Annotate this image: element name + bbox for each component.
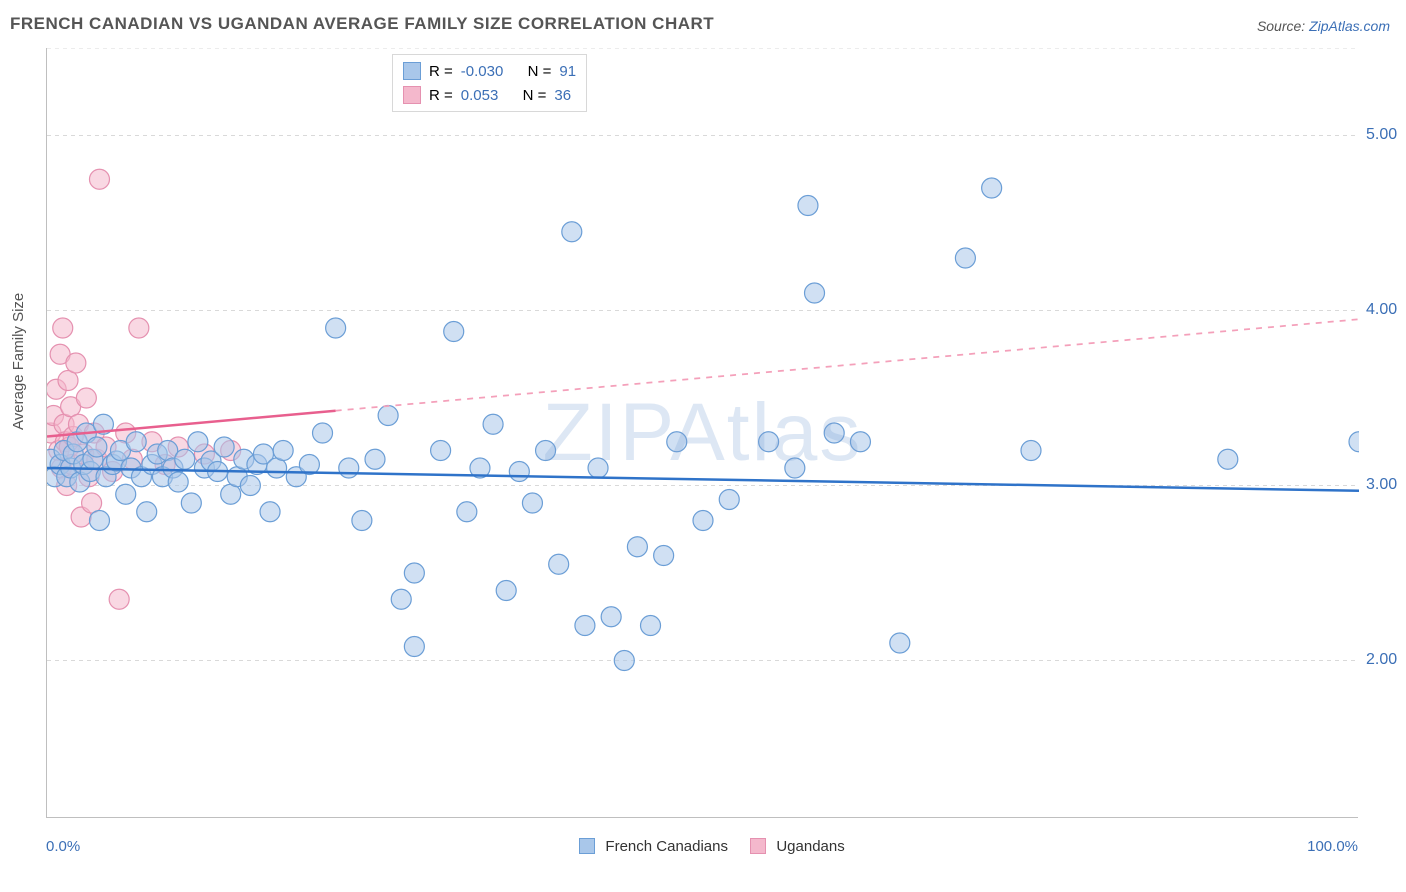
- legend-N-label: N =: [523, 87, 547, 104]
- legend-R-value-2: 0.053: [461, 87, 499, 104]
- legend-N-label: N =: [528, 63, 552, 80]
- legend-swatch-2: [403, 86, 421, 104]
- legend-swatch-series2: [750, 838, 766, 854]
- scatter-plot-svg: [47, 48, 1359, 818]
- source-label: Source:: [1257, 18, 1309, 34]
- plot-area: ZIPAtlas: [46, 48, 1358, 818]
- y-axis-label: Average Family Size: [10, 293, 27, 430]
- legend-R-label: R =: [429, 87, 453, 104]
- legend-swatch-1: [403, 62, 421, 80]
- series-legend: French Canadians Ugandans: [0, 838, 1406, 855]
- ytick-0: 2.00: [1366, 651, 1397, 669]
- legend-N-value-1: 91: [559, 63, 576, 80]
- legend-row-1: R = -0.030 N = 91: [403, 59, 576, 83]
- chart-title: FRENCH CANADIAN VS UGANDAN AVERAGE FAMIL…: [10, 14, 714, 34]
- ytick-1: 3.00: [1366, 476, 1397, 494]
- ytick-2: 4.00: [1366, 301, 1397, 319]
- legend-R-label: R =: [429, 63, 453, 80]
- legend-series1-name: French Canadians: [605, 838, 728, 855]
- source-credit: Source: ZipAtlas.com: [1257, 18, 1390, 34]
- legend-R-value-1: -0.030: [461, 63, 504, 80]
- legend-swatch-series1: [579, 838, 595, 854]
- legend-N-value-2: 36: [554, 87, 571, 104]
- legend-row-2: R = 0.053 N = 36: [403, 83, 576, 107]
- legend-series2-name: Ugandans: [776, 838, 844, 855]
- ytick-3: 5.00: [1366, 126, 1397, 144]
- source-name: ZipAtlas.com: [1309, 18, 1390, 34]
- correlation-legend: R = -0.030 N = 91 R = 0.053 N = 36: [392, 54, 587, 112]
